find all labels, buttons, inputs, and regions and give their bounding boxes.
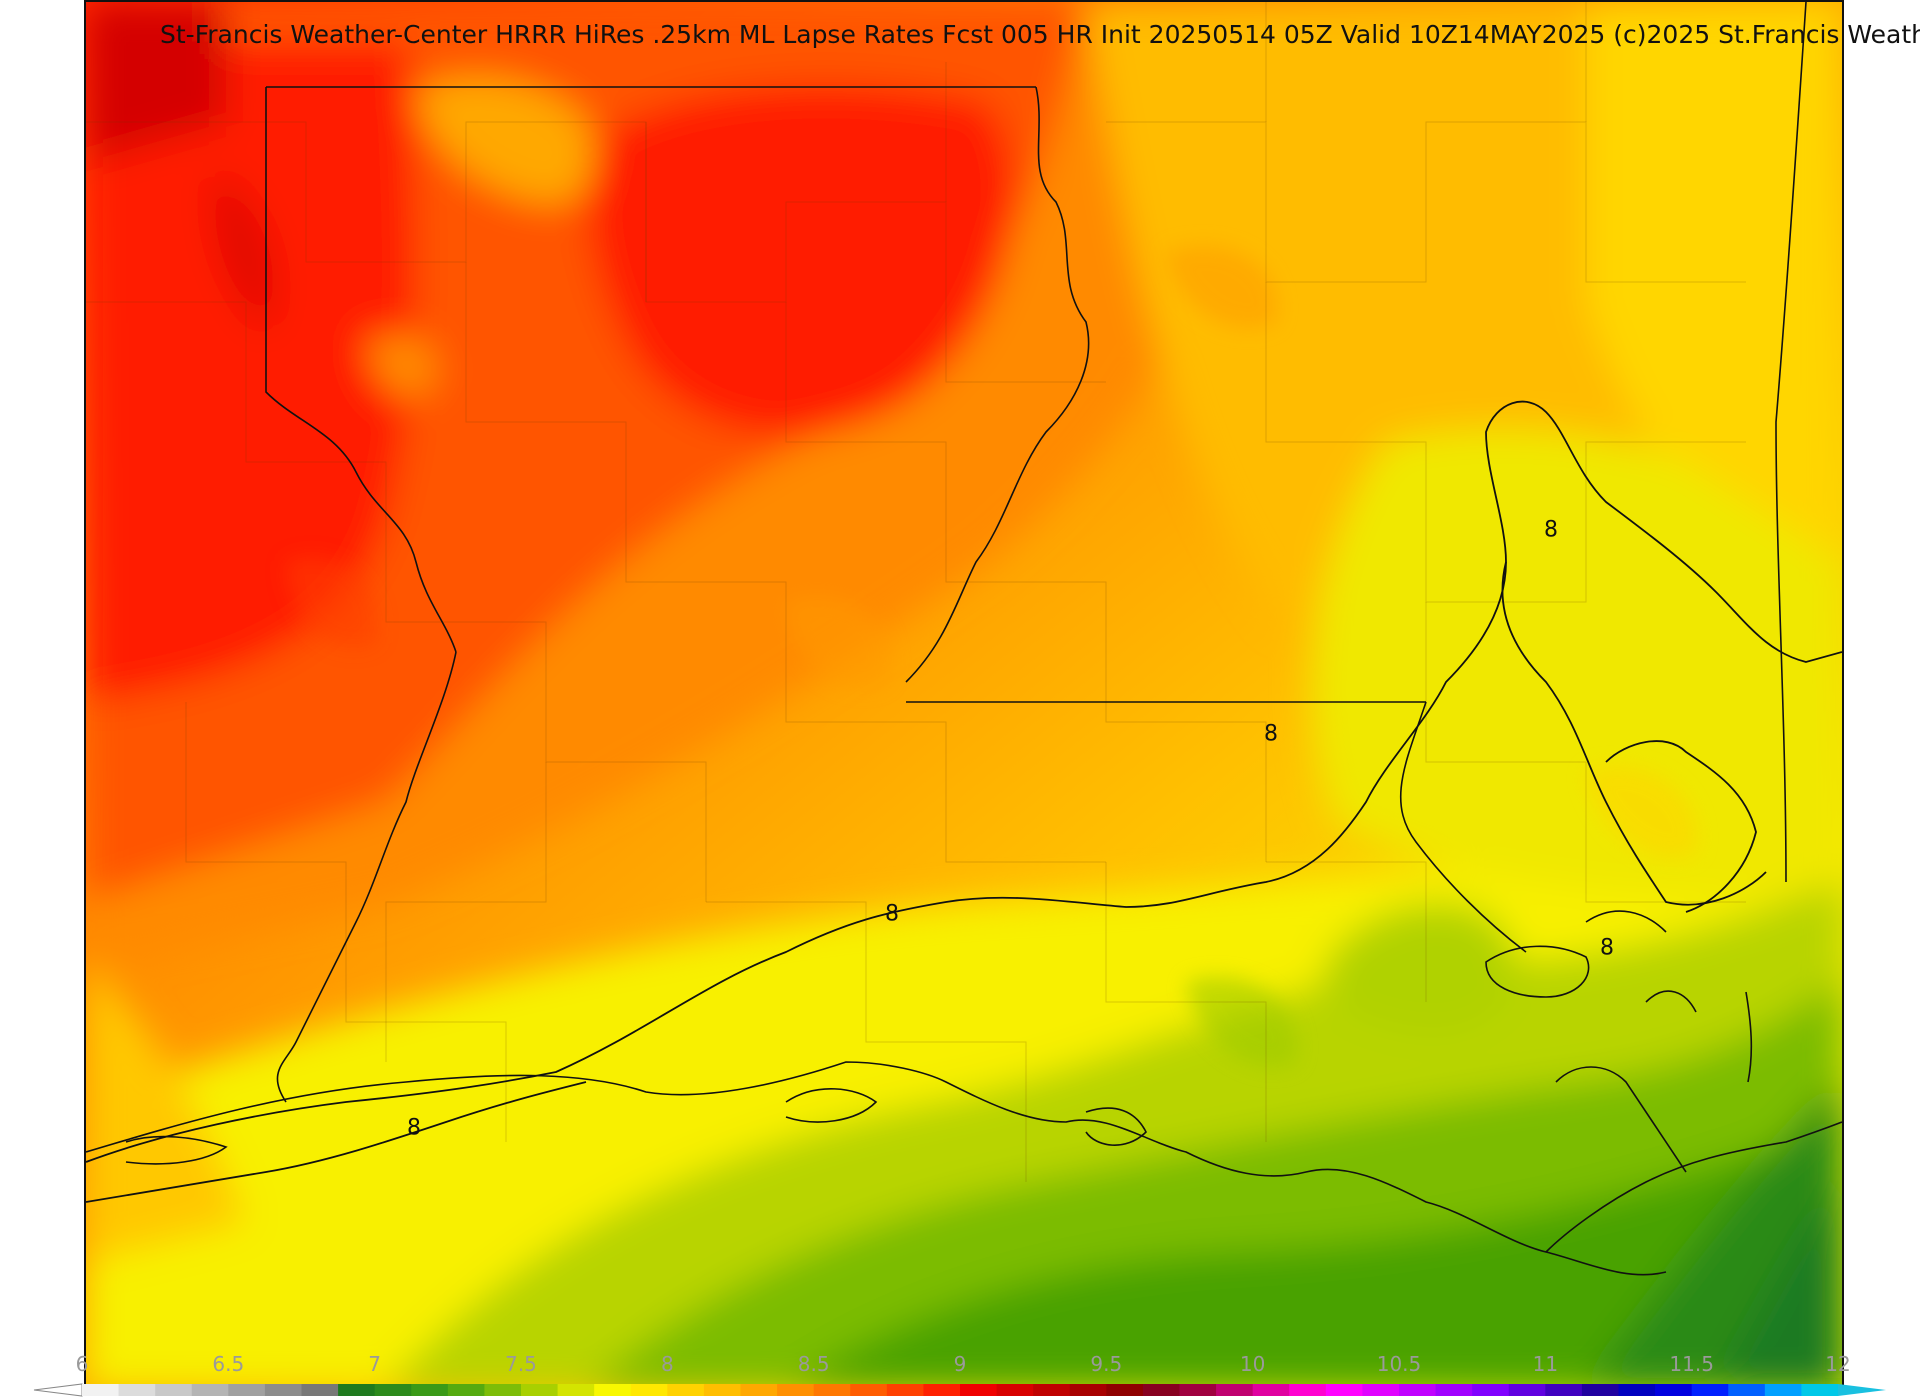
colorbar-cell	[996, 1384, 1034, 1396]
colorbar-cell	[1069, 1384, 1107, 1396]
colorbar-cell	[1728, 1384, 1766, 1396]
colorbar-cells	[33, 1383, 1886, 1397]
colorbar-cell	[1764, 1384, 1802, 1396]
colorbar-cell	[1399, 1384, 1437, 1396]
colorbar-tick-label: 9	[953, 1352, 967, 1376]
colorbar-max-arrow	[1838, 1384, 1886, 1396]
colorbar-cell	[703, 1384, 741, 1396]
colorbar-cell	[1472, 1384, 1510, 1396]
contour-8-loop	[1605, 740, 1757, 913]
colorbar-cell	[1289, 1384, 1327, 1396]
colorbar-cell	[1508, 1384, 1546, 1396]
map-panel: 8 8 8 8 8	[84, 0, 1844, 1392]
colorbar-cell	[1325, 1384, 1363, 1396]
colorbar-cell	[1179, 1384, 1217, 1396]
contour-label: 8	[1264, 722, 1278, 747]
lake-pontchartrain	[1485, 945, 1590, 998]
colorbar-cell	[1435, 1384, 1473, 1396]
contour-8-lines	[86, 400, 1842, 1203]
colorbar-cell	[1801, 1384, 1839, 1396]
colorbar-cell	[155, 1384, 193, 1396]
contour-8-southwest	[86, 1081, 587, 1203]
colorbar-cell	[886, 1384, 924, 1396]
colorbar-cell	[374, 1384, 412, 1396]
sabine-river	[276, 651, 457, 1103]
colorbar-tick-label: 10	[1239, 1352, 1266, 1376]
state-boundaries	[86, 2, 1842, 1276]
colorbar-cell	[740, 1384, 778, 1396]
colorbar-cell	[960, 1384, 998, 1396]
colorbar-tick-label: 6	[75, 1352, 89, 1376]
colorbar-cell	[1545, 1384, 1583, 1396]
colorbar-cell	[338, 1384, 376, 1396]
field-shading	[86, 2, 1842, 1390]
colorbar-cell	[813, 1384, 851, 1396]
colorbar-cell	[1142, 1384, 1180, 1396]
colorbar-cell	[118, 1384, 156, 1396]
contour-label: 8	[407, 1116, 421, 1141]
contour-8-east	[1501, 561, 1767, 906]
colorbar-tick-label: 11.5	[1669, 1352, 1714, 1376]
colorbar-cell	[1581, 1384, 1619, 1396]
colorbar-min-arrow	[33, 1383, 83, 1397]
colorbar-cell	[228, 1384, 266, 1396]
colorbar-cell	[1362, 1384, 1400, 1396]
colorbar-cell	[850, 1384, 888, 1396]
colorbar-cell	[594, 1384, 632, 1396]
county-lines	[86, 2, 1746, 1182]
colorbar-tick-label: 11	[1532, 1352, 1559, 1376]
colorbar-cell	[777, 1384, 815, 1396]
colorbar-cell	[1691, 1384, 1729, 1396]
coast-east	[1545, 1121, 1842, 1253]
contour-label: 8	[1544, 518, 1558, 543]
colorbar-cell	[301, 1384, 339, 1396]
field-texture	[286, 245, 1698, 1068]
mississippi-river-north	[905, 86, 1090, 683]
colorbar	[33, 1383, 1886, 1397]
colorbar-tick-label: 8.5	[797, 1352, 830, 1376]
colorbar-tick-label: 6.5	[212, 1352, 245, 1376]
colorbar-tick-label: 7	[368, 1352, 382, 1376]
colorbar-cell	[923, 1384, 961, 1396]
lapse-rate-map: 8 8 8 8 8	[86, 2, 1842, 1390]
colorbar-cell	[484, 1384, 522, 1396]
colorbar-cell	[667, 1384, 705, 1396]
colorbar-tick-label: 8	[660, 1352, 674, 1376]
gulf-coast	[86, 1061, 1667, 1276]
colorbar-cell	[557, 1384, 595, 1396]
colorbar-tick-label: 12	[1825, 1352, 1851, 1376]
colorbar-cell	[1252, 1384, 1290, 1396]
colorbar-cell	[521, 1384, 559, 1396]
colorbar-tick-label: 7.5	[505, 1352, 537, 1376]
colorbar-cell	[447, 1384, 485, 1396]
red-river	[265, 87, 457, 653]
mississippi-river-south	[1399, 701, 1527, 953]
colorbar-cell	[1216, 1384, 1254, 1396]
colorbar-cell	[191, 1384, 229, 1396]
contour-labels: 8 8 8 8 8	[407, 518, 1614, 1141]
colorbar-cell	[264, 1384, 302, 1396]
colorbar-cell	[1618, 1384, 1656, 1396]
state-line-ms-al	[1775, 2, 1807, 883]
contour-label: 8	[885, 902, 899, 927]
contour-8-main	[86, 400, 1842, 1163]
colorbar-cell	[630, 1384, 668, 1396]
colorbar-cell	[1106, 1384, 1144, 1396]
colorbar-cell	[1655, 1384, 1693, 1396]
colorbar-cell	[82, 1384, 120, 1396]
colorbar-tick-label: 9.5	[1090, 1352, 1123, 1376]
map-title: St-Francis Weather-Center HRRR HiRes .25…	[160, 20, 1920, 49]
contour-label: 8	[1600, 936, 1614, 961]
colorbar-cell	[411, 1384, 449, 1396]
colorbar-cell	[1033, 1384, 1071, 1396]
colorbar-tick-label: 10.5	[1376, 1352, 1422, 1376]
